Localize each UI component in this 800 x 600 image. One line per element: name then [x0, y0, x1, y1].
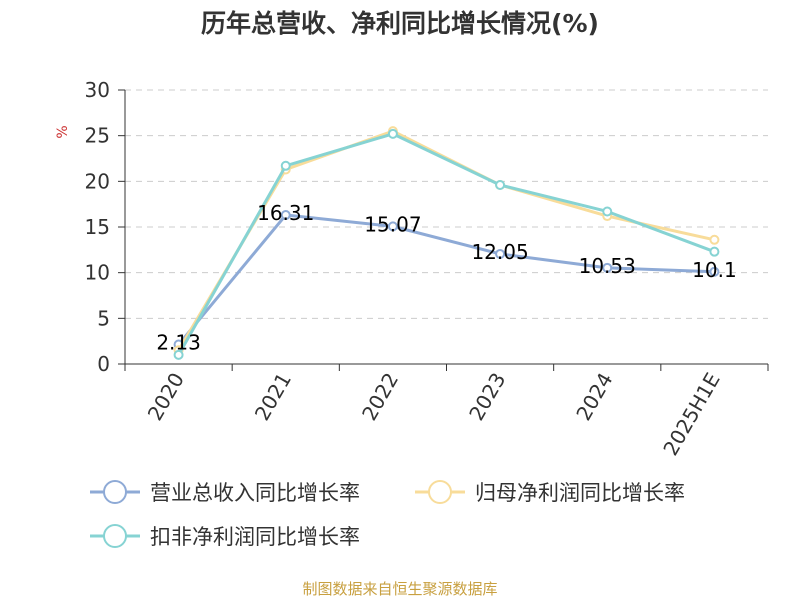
legend-label: 扣非净利润同比增长率 — [150, 525, 360, 549]
data-point — [280, 210, 291, 221]
data-point — [709, 266, 720, 277]
legend-marker — [428, 480, 452, 504]
data-point — [280, 160, 291, 171]
series-line — [177, 213, 715, 346]
y-tick-label: 0 — [97, 352, 110, 376]
data-point — [387, 128, 398, 139]
data-label: 10.53 — [579, 254, 636, 278]
data-point — [709, 246, 720, 257]
chart-title: 历年总营收、净利同比增长情况(%) — [201, 9, 599, 38]
data-point — [495, 179, 506, 190]
data-labels: 2.13 16.31 15.07 12.05 10.53 10.1 — [156, 201, 736, 355]
data-point — [495, 248, 506, 259]
data-label: 12.05 — [471, 240, 528, 264]
source-note: 制图数据来自恒生聚源数据库 — [302, 580, 498, 598]
x-tick-label: 2020 — [143, 369, 189, 425]
y-tick-label: 20 — [85, 169, 110, 193]
data-point — [387, 221, 398, 232]
x-tick-label: 2025H1E — [658, 369, 724, 460]
x-tick-label: 2022 — [357, 369, 403, 425]
series-line — [177, 132, 715, 356]
x-tick-label: 2023 — [464, 369, 510, 425]
data-label: 10.1 — [692, 258, 737, 282]
y-tick-label: 5 — [97, 306, 110, 330]
y-tick-label: 15 — [85, 215, 110, 239]
series-lines — [173, 126, 720, 360]
y-tick-label: 10 — [85, 261, 110, 285]
y-tick-label: 25 — [85, 124, 110, 148]
legend-label: 归母净利润同比增长率 — [475, 481, 685, 505]
x-tick-label: 2024 — [571, 369, 617, 425]
data-label: 15.07 — [364, 212, 421, 236]
data-label: 2.13 — [156, 331, 201, 355]
data-point — [709, 234, 720, 245]
legend-marker — [103, 524, 127, 548]
legend-marker — [103, 480, 127, 504]
y-tick-label: 30 — [85, 78, 110, 102]
data-point — [173, 349, 184, 360]
y-axis-unit: % — [55, 125, 71, 138]
legend-label: 营业总收入同比增长率 — [150, 481, 360, 505]
data-point — [602, 206, 613, 217]
x-tick-label: 2021 — [250, 369, 296, 425]
data-point — [602, 262, 613, 273]
data-label: 16.31 — [257, 201, 314, 225]
grid-lines — [125, 89, 768, 319]
